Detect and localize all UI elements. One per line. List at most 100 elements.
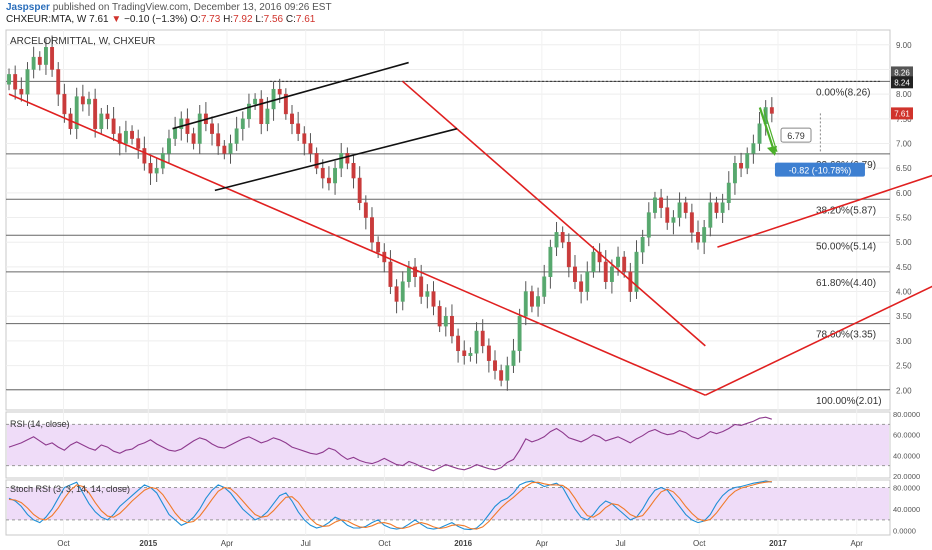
- candle-body: [136, 138, 141, 149]
- price-tick-label: 6.00: [896, 189, 912, 198]
- candle-body: [505, 365, 510, 381]
- price-axis-tag: [891, 107, 913, 120]
- price-axis-tag: [891, 76, 913, 89]
- price-tick-label: 4.00: [896, 288, 912, 297]
- down-arrow-icon: ▼: [111, 14, 122, 25]
- indicator-tick-label: 80.0000: [893, 410, 920, 419]
- candle-body: [646, 212, 651, 238]
- candle-body: [468, 352, 473, 356]
- rsi-line: [8, 416, 772, 472]
- price-tick-label: 6.50: [896, 164, 912, 173]
- time-tick-label: 2017: [769, 539, 787, 548]
- candle-body: [99, 113, 104, 129]
- channel-line: [172, 61, 409, 130]
- candle-body: [197, 113, 202, 144]
- fib-level-label: 78.60%(3.35): [816, 330, 876, 341]
- candle-body: [720, 202, 725, 213]
- candle-body: [683, 202, 688, 213]
- candle-body: [640, 237, 645, 253]
- candle-body: [480, 330, 485, 347]
- price-tick-label: 4.50: [896, 263, 912, 272]
- candle-body: [87, 98, 91, 105]
- candle-body: [228, 143, 233, 154]
- candle-body: [585, 271, 590, 292]
- fibonacci-levels: 0.00%(8.26)23.60%(6.79)38.20%(5.87)50.00…: [6, 80, 890, 407]
- candle-body: [117, 133, 122, 144]
- candle-body: [634, 251, 639, 292]
- candle-body: [665, 207, 670, 223]
- candle-body: [370, 217, 374, 243]
- candle-body: [173, 128, 178, 139]
- author-name[interactable]: Jaspsper: [6, 2, 50, 13]
- candle-body: [357, 177, 362, 203]
- candle-body: [406, 266, 411, 282]
- candle-body: [616, 256, 620, 268]
- price-tick-label: 8.00: [896, 90, 912, 99]
- rsi-title: RSI (14, close): [10, 419, 70, 429]
- price-tick-label: 9.00: [896, 41, 912, 50]
- candle-body: [443, 315, 448, 327]
- grid: [6, 30, 890, 535]
- channel-line: [214, 127, 458, 192]
- price-tick-label: 5.00: [896, 238, 912, 247]
- main-pane[interactable]: [5, 29, 891, 411]
- candle-body: [19, 88, 24, 95]
- candle-body: [560, 232, 565, 243]
- open-label: O:: [190, 14, 201, 25]
- candle-body: [609, 266, 614, 282]
- candle-body: [62, 93, 67, 115]
- candle-body: [339, 153, 344, 169]
- close-value: 7.61: [295, 14, 316, 25]
- candle-body: [597, 251, 602, 263]
- symbol-name: CHXEUR:MTA, W: [6, 14, 87, 25]
- candle-body: [123, 130, 128, 144]
- candle-body: [191, 133, 196, 144]
- candle-body: [431, 291, 436, 307]
- candle-body: [400, 281, 405, 302]
- candle-body: [493, 360, 497, 371]
- indicator-tick-label: 40.0000: [893, 505, 920, 514]
- price-tick-label: 3.00: [896, 337, 912, 346]
- candle-body: [259, 98, 264, 125]
- candle-body: [50, 47, 55, 70]
- candle-body: [283, 93, 288, 115]
- candle-body: [499, 370, 504, 381]
- candle-body: [671, 217, 676, 223]
- candle-body: [363, 202, 368, 218]
- candle-body: [37, 56, 42, 65]
- candle-body: [240, 118, 245, 129]
- candle-body: [548, 246, 553, 278]
- candle-body: [142, 148, 147, 164]
- time-tick-label: Apr: [536, 539, 549, 548]
- price-axis-tag-label: 7.61: [894, 109, 910, 118]
- publisher-line: Jaspsper published on TradingView.com, D…: [6, 2, 332, 13]
- fib-level-label: 0.00%(8.26): [816, 87, 870, 98]
- target-label: 6.79: [787, 131, 805, 141]
- candle-body: [437, 306, 442, 327]
- chart-header: Jaspsper published on TradingView.com, D…: [0, 0, 932, 28]
- candle-body: [167, 138, 171, 154]
- trendline: [704, 285, 932, 396]
- candle-body: [216, 133, 221, 147]
- time-tick-label: Jul: [615, 539, 625, 548]
- indicator-tick-label: 20.0000: [893, 472, 920, 481]
- candle-body: [566, 241, 571, 268]
- time-tick-label: Jul: [301, 539, 311, 548]
- candle-body: [689, 212, 694, 233]
- candle-body: [105, 113, 110, 120]
- candle-body: [222, 145, 227, 154]
- time-tick-label: Oct: [378, 539, 391, 548]
- candle-body: [714, 202, 719, 213]
- time-tick-label: Oct: [57, 539, 70, 548]
- stoch-k-line: [8, 480, 772, 531]
- price-axis-tag-label: 8.26: [894, 68, 910, 77]
- candle-body: [603, 261, 608, 282]
- candles: [7, 35, 774, 391]
- candle-body: [111, 118, 116, 134]
- price-tick-label: 2.00: [896, 386, 912, 395]
- low-value: 7.56: [263, 14, 284, 25]
- price-tick-label: 5.50: [896, 214, 912, 223]
- price-change: −0.10 (−1.3%): [124, 14, 188, 25]
- candle-body: [56, 69, 61, 95]
